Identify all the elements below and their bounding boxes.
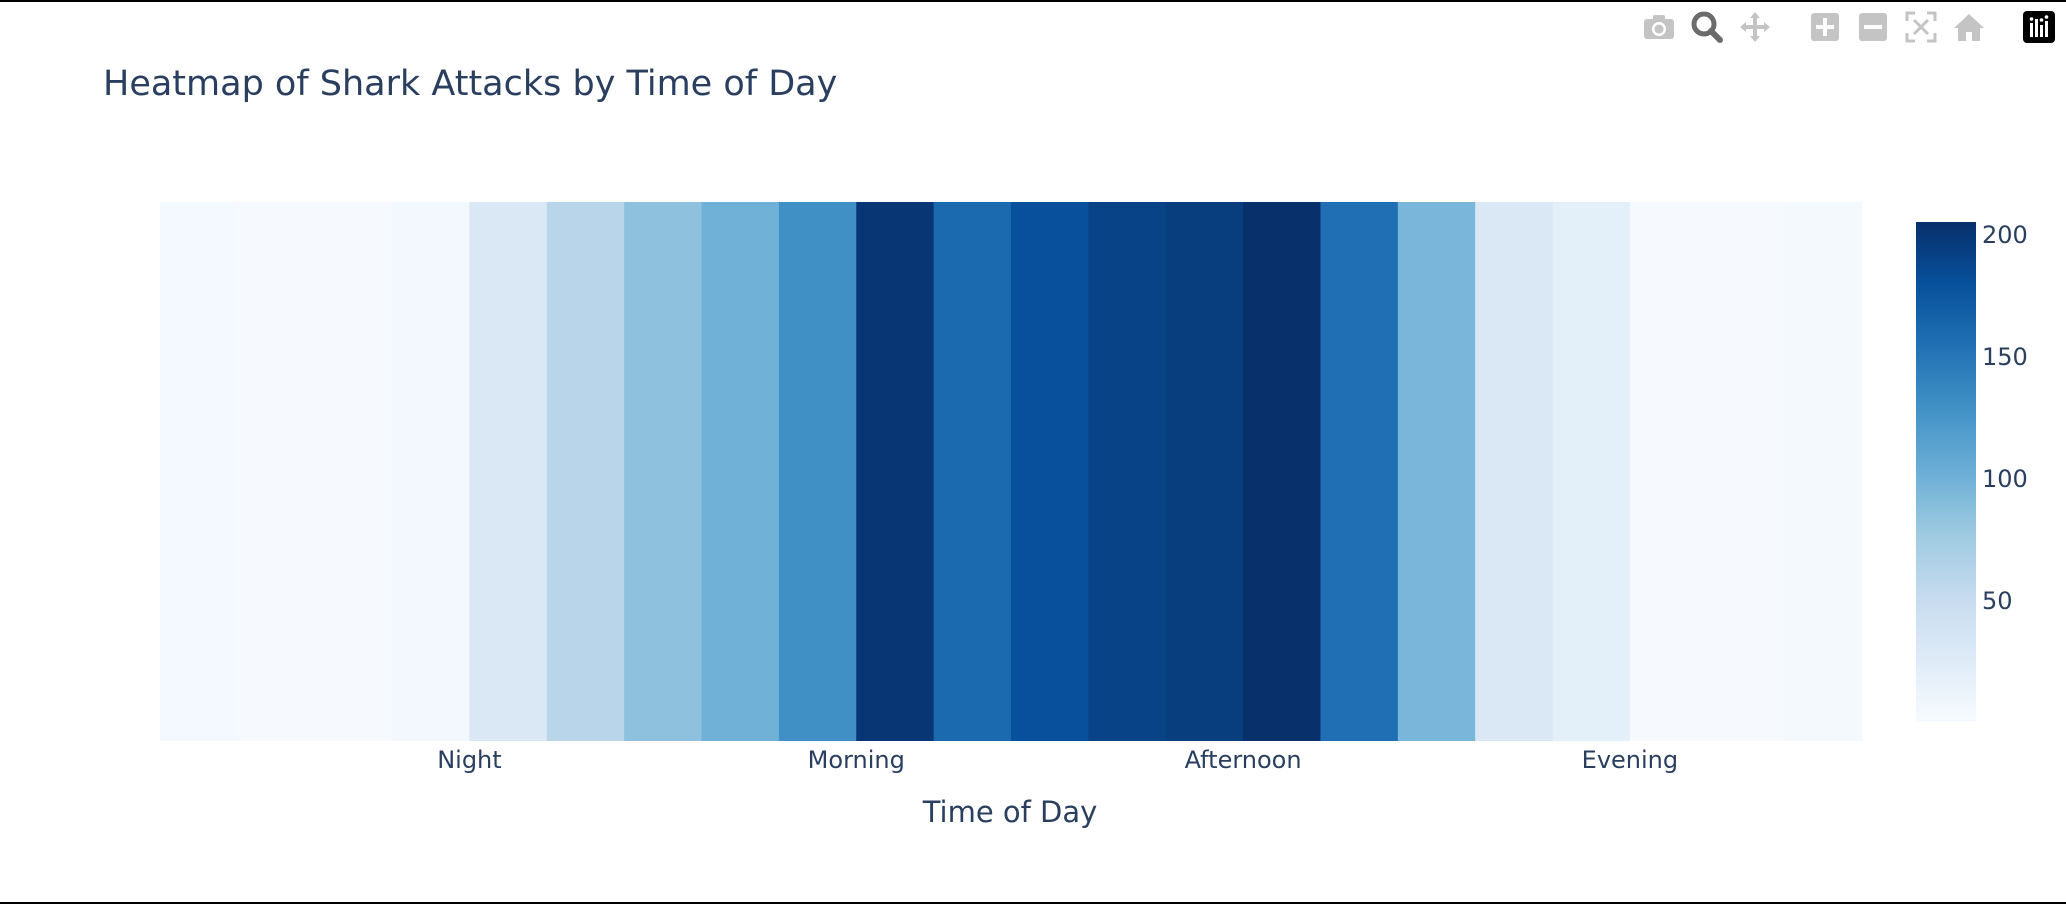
colorbar-tick-label: 100 xyxy=(1982,465,2028,493)
heatmap-cell xyxy=(1707,202,1786,741)
x-tick-label: Morning xyxy=(808,746,905,774)
heatmap-cell xyxy=(1320,202,1399,741)
x-tick-label: Evening xyxy=(1582,746,1678,774)
zoom-out-icon[interactable] xyxy=(1854,8,1892,46)
x-axis-title: Time of Day xyxy=(922,795,1098,829)
colorbar-tick-label: 200 xyxy=(1982,221,2028,249)
heatmap-cell xyxy=(237,202,316,741)
zoom-icon[interactable] xyxy=(1688,8,1726,46)
plotly-logo-icon[interactable] xyxy=(2020,8,2058,46)
home-icon[interactable] xyxy=(1950,8,1988,46)
heatmap-cell xyxy=(624,202,703,741)
zoom-in-icon[interactable] xyxy=(1806,8,1844,46)
heatmap-cell xyxy=(1243,202,1322,741)
heatmap-cell xyxy=(1397,202,1476,741)
colorbar xyxy=(1916,222,1976,722)
pan-icon[interactable] xyxy=(1736,8,1774,46)
autoscale-icon[interactable] xyxy=(1902,8,1940,46)
top-border xyxy=(0,0,2066,2)
bottom-border xyxy=(0,902,2066,904)
x-tick-label: Afternoon xyxy=(1185,746,1302,774)
colorbar-tick-label: 50 xyxy=(1982,587,2013,615)
x-axis-ticks: Night Morning Afternoon Evening xyxy=(437,746,1678,774)
x-tick-label: Night xyxy=(437,746,501,774)
heatmap-cell xyxy=(701,202,780,741)
heatmap-cell xyxy=(1784,202,1863,741)
heatmap-cell xyxy=(546,202,625,741)
heatmap-cell xyxy=(1011,202,1089,741)
heatmap-cell xyxy=(1552,202,1631,741)
heatmap-cell xyxy=(856,202,935,741)
colorbar-tick-label: 150 xyxy=(1982,343,2028,371)
heatmap-cell xyxy=(1088,202,1167,741)
heatmap-cell xyxy=(933,202,1012,741)
chart-title: Heatmap of Shark Attacks by Time of Day xyxy=(103,64,838,104)
heatmap-cell xyxy=(160,202,238,741)
camera-icon[interactable] xyxy=(1640,8,1678,46)
heatmap-cells xyxy=(160,202,1863,741)
heatmap-cell xyxy=(1165,202,1244,741)
colorbar-ticks: 50 100 150 200 xyxy=(1982,221,2028,615)
modebar xyxy=(1630,8,2058,46)
heatmap-cell xyxy=(1629,202,1708,741)
heatmap-cell xyxy=(314,202,393,741)
heatmap-cell xyxy=(469,202,548,741)
heatmap-cell xyxy=(778,202,857,741)
heatmap-cell xyxy=(1475,202,1554,741)
heatmap-cell xyxy=(392,202,471,741)
